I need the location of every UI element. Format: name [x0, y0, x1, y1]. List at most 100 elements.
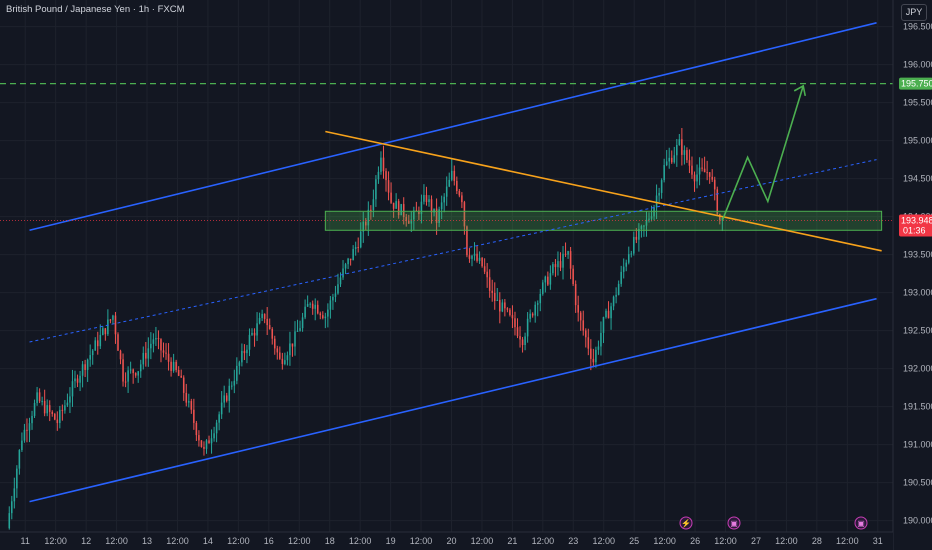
candle-body — [577, 305, 579, 313]
event-marker-icon[interactable] — [854, 516, 868, 530]
candle-body — [438, 209, 440, 223]
candle-body — [665, 161, 668, 166]
candle-body — [663, 165, 665, 181]
candle-body — [324, 316, 327, 319]
candle-body — [559, 261, 562, 268]
candle-body — [243, 350, 246, 354]
candle-body — [225, 395, 228, 401]
candle-body — [536, 303, 539, 305]
candle-body — [208, 440, 210, 444]
candle-body — [483, 266, 486, 272]
candle-body — [602, 317, 605, 333]
candle-body — [41, 400, 43, 402]
x-tick-label: 12:00 — [105, 536, 128, 546]
event-marker-icon[interactable] — [727, 516, 741, 530]
x-tick-label: 27 — [751, 536, 761, 546]
candle-body — [711, 176, 713, 180]
candle-body — [241, 350, 243, 363]
projection-path[interactable] — [721, 85, 805, 221]
channel-midline[interactable] — [29, 159, 877, 343]
candle-body — [33, 402, 36, 416]
lower-channel-line[interactable] — [29, 297, 877, 503]
event-marker-icon[interactable] — [679, 516, 693, 530]
y-tick-label: 191.000 — [903, 440, 932, 450]
candle-body — [612, 296, 615, 307]
y-tick-label: 195.000 — [903, 136, 932, 146]
currency-button[interactable]: JPY — [901, 4, 927, 21]
candle-body — [96, 340, 99, 347]
candle-body — [263, 313, 266, 319]
candle-body — [195, 422, 198, 436]
candle-body — [385, 171, 387, 181]
candle-body — [410, 219, 413, 224]
candle-body — [160, 339, 162, 351]
x-tick-label: 12:00 — [836, 536, 859, 546]
candle-body — [61, 409, 64, 411]
candle-body — [678, 139, 681, 145]
x-tick-label: 19 — [386, 536, 396, 546]
candle-body — [347, 258, 349, 265]
candle-body — [279, 352, 281, 359]
candle-body — [597, 346, 600, 350]
y-tick-label: 193.500 — [903, 250, 932, 260]
candle-body — [387, 180, 390, 193]
candle-body — [660, 180, 663, 193]
candle-body — [294, 331, 296, 347]
candle-body — [627, 254, 630, 263]
candle-body — [165, 352, 167, 354]
candle-body — [461, 195, 463, 203]
candle-body — [607, 310, 610, 319]
candle-body — [653, 207, 655, 217]
candle-body — [524, 336, 526, 346]
candle-body — [139, 364, 142, 372]
candle-body — [190, 401, 193, 410]
candle-body — [377, 171, 380, 180]
candle-body — [620, 271, 622, 284]
candle-body — [658, 192, 660, 196]
upper-channel-line[interactable] — [29, 22, 877, 232]
candle-body — [501, 302, 504, 312]
candle-body — [668, 157, 671, 162]
y-tick-label: 190.500 — [903, 478, 932, 488]
candle-body — [246, 349, 248, 354]
candle-body — [177, 369, 180, 376]
x-tick-label: 12:00 — [532, 536, 555, 546]
candle-body — [69, 396, 71, 403]
candle-body — [622, 266, 625, 272]
candle-body — [681, 139, 683, 155]
candle-body — [592, 358, 595, 363]
candle-body — [683, 150, 686, 155]
candle-body — [365, 221, 367, 226]
x-tick-label: 12:00 — [44, 536, 67, 546]
candle-body — [521, 339, 524, 346]
candle-body — [230, 385, 233, 387]
candle-body — [71, 381, 74, 397]
candle-body — [509, 309, 511, 316]
candle-body — [496, 299, 499, 301]
current-price-label: 193.948 — [901, 216, 932, 226]
candle-body — [311, 303, 314, 309]
candle-body — [423, 194, 425, 202]
y-tick-label: 193.000 — [903, 288, 932, 298]
descending-trendline[interactable] — [325, 130, 882, 252]
candle-body — [185, 392, 188, 403]
candle-body — [352, 248, 354, 261]
candle-body — [215, 422, 218, 434]
candle-body — [433, 208, 435, 213]
candle-body — [400, 204, 402, 216]
candle-body — [238, 362, 241, 366]
candle-body — [463, 202, 466, 227]
candle-body — [152, 339, 155, 344]
candle-body — [473, 253, 476, 256]
candle-body — [372, 199, 375, 211]
candle-body — [590, 348, 592, 359]
candle-body — [595, 349, 597, 363]
candle-body — [233, 380, 236, 386]
candle-body — [99, 334, 102, 347]
candle-body — [640, 226, 643, 229]
candle-body — [38, 392, 41, 402]
x-tick-label: 12:00 — [653, 536, 676, 546]
candle-body — [418, 210, 420, 215]
candle-body — [693, 174, 696, 182]
